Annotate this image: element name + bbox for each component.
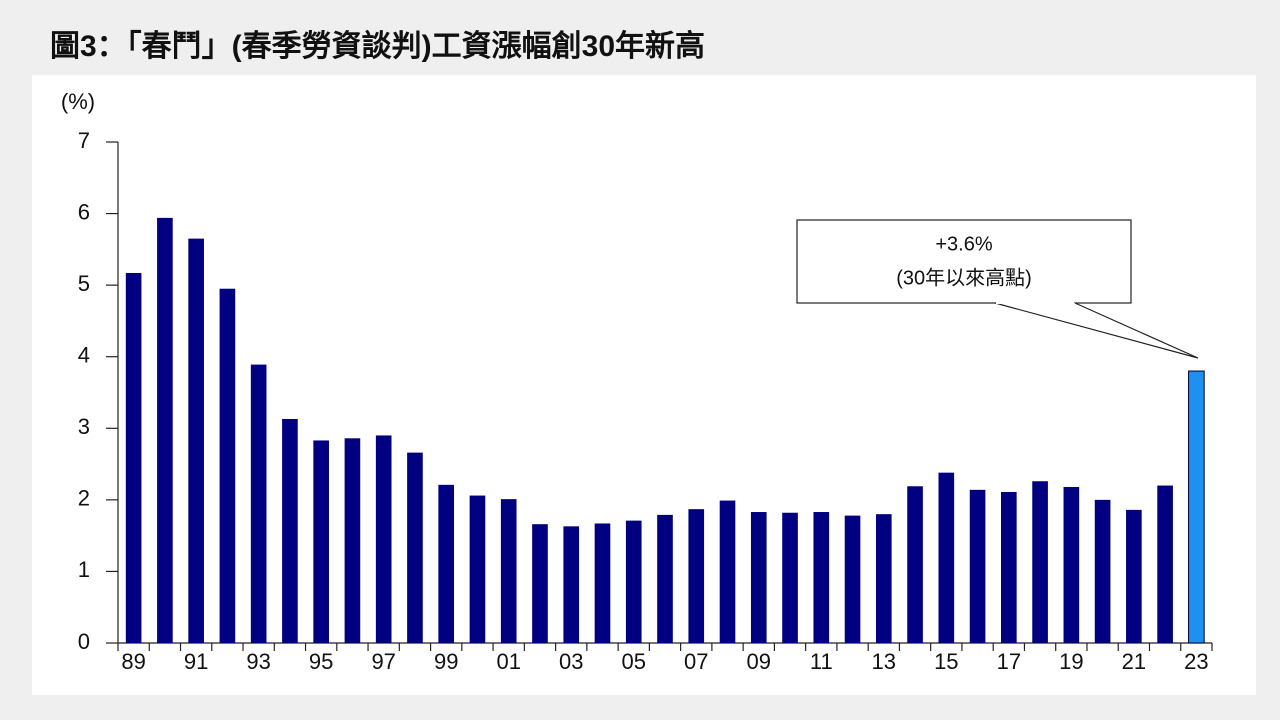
x-tick-label: 99 <box>434 649 458 674</box>
bar <box>407 452 423 643</box>
x-tick-label: 95 <box>309 649 333 674</box>
bar <box>969 489 986 643</box>
bar <box>594 523 611 643</box>
y-tick-label: 5 <box>78 271 90 296</box>
x-tick-label: 15 <box>934 649 958 674</box>
bar <box>125 272 142 643</box>
annotation-line: +3.6% <box>935 233 992 255</box>
x-tick-label: 97 <box>371 649 395 674</box>
y-tick-label: 3 <box>78 414 90 439</box>
x-tick-label: 91 <box>184 649 208 674</box>
callout-box <box>796 219 1132 304</box>
y-tick-label: 0 <box>78 629 90 654</box>
x-tick-label: 23 <box>1184 649 1208 674</box>
bar <box>157 217 173 643</box>
bar <box>469 495 486 643</box>
x-tick-label: 21 <box>1122 649 1146 674</box>
callout-pointer <box>994 302 1199 359</box>
bar <box>375 435 392 643</box>
bar <box>750 512 767 643</box>
x-tick-label: 19 <box>1059 649 1083 674</box>
x-tick-label: 05 <box>622 649 646 674</box>
bar <box>500 499 517 643</box>
bar <box>438 484 455 643</box>
bar <box>219 288 236 643</box>
x-tick-label: 93 <box>246 649 270 674</box>
bar <box>657 514 673 643</box>
y-axis-label: (%) <box>61 89 95 114</box>
x-tick-label: 03 <box>559 649 583 674</box>
y-tick-label: 6 <box>78 199 90 224</box>
x-tick-label: 07 <box>684 649 708 674</box>
x-tick-label: 11 <box>810 649 833 674</box>
x-tick-label: 17 <box>997 649 1021 674</box>
bar <box>875 514 892 643</box>
bar <box>782 512 798 643</box>
bar <box>188 238 204 643</box>
x-tick-label: 89 <box>121 649 145 674</box>
bar <box>625 520 642 643</box>
bar <box>813 512 830 643</box>
chart-panel <box>32 75 1256 695</box>
chart-title: 圖3：「春鬥」(春季勞資談判)工資漲幅創30年新高 <box>50 29 705 63</box>
annotation-line: (30年以來高點) <box>896 266 1032 289</box>
bar <box>688 509 705 643</box>
bar <box>938 472 955 643</box>
bar <box>1094 499 1111 643</box>
y-tick-label: 2 <box>78 486 90 511</box>
bar <box>1001 491 1017 643</box>
bar <box>1126 509 1142 643</box>
bar <box>907 486 923 643</box>
bar <box>719 500 736 643</box>
bar <box>563 526 580 643</box>
x-tick-label: 09 <box>747 649 771 674</box>
x-tick-label: 13 <box>872 649 896 674</box>
callout: +3.6% (30年以來高點) <box>796 219 1199 359</box>
y-tick-label: 7 <box>78 128 90 153</box>
bar <box>1157 485 1173 643</box>
x-tick-label: 01 <box>496 649 520 674</box>
bar <box>532 524 548 643</box>
bar <box>844 515 861 643</box>
y-tick-label: 1 <box>78 557 90 582</box>
bar <box>344 438 361 643</box>
y-tick-label: 4 <box>78 343 90 368</box>
bar <box>1063 486 1080 643</box>
bar <box>313 440 329 643</box>
bar <box>250 364 267 643</box>
bar <box>282 418 298 643</box>
bar <box>1188 370 1205 644</box>
bar <box>1032 481 1048 643</box>
